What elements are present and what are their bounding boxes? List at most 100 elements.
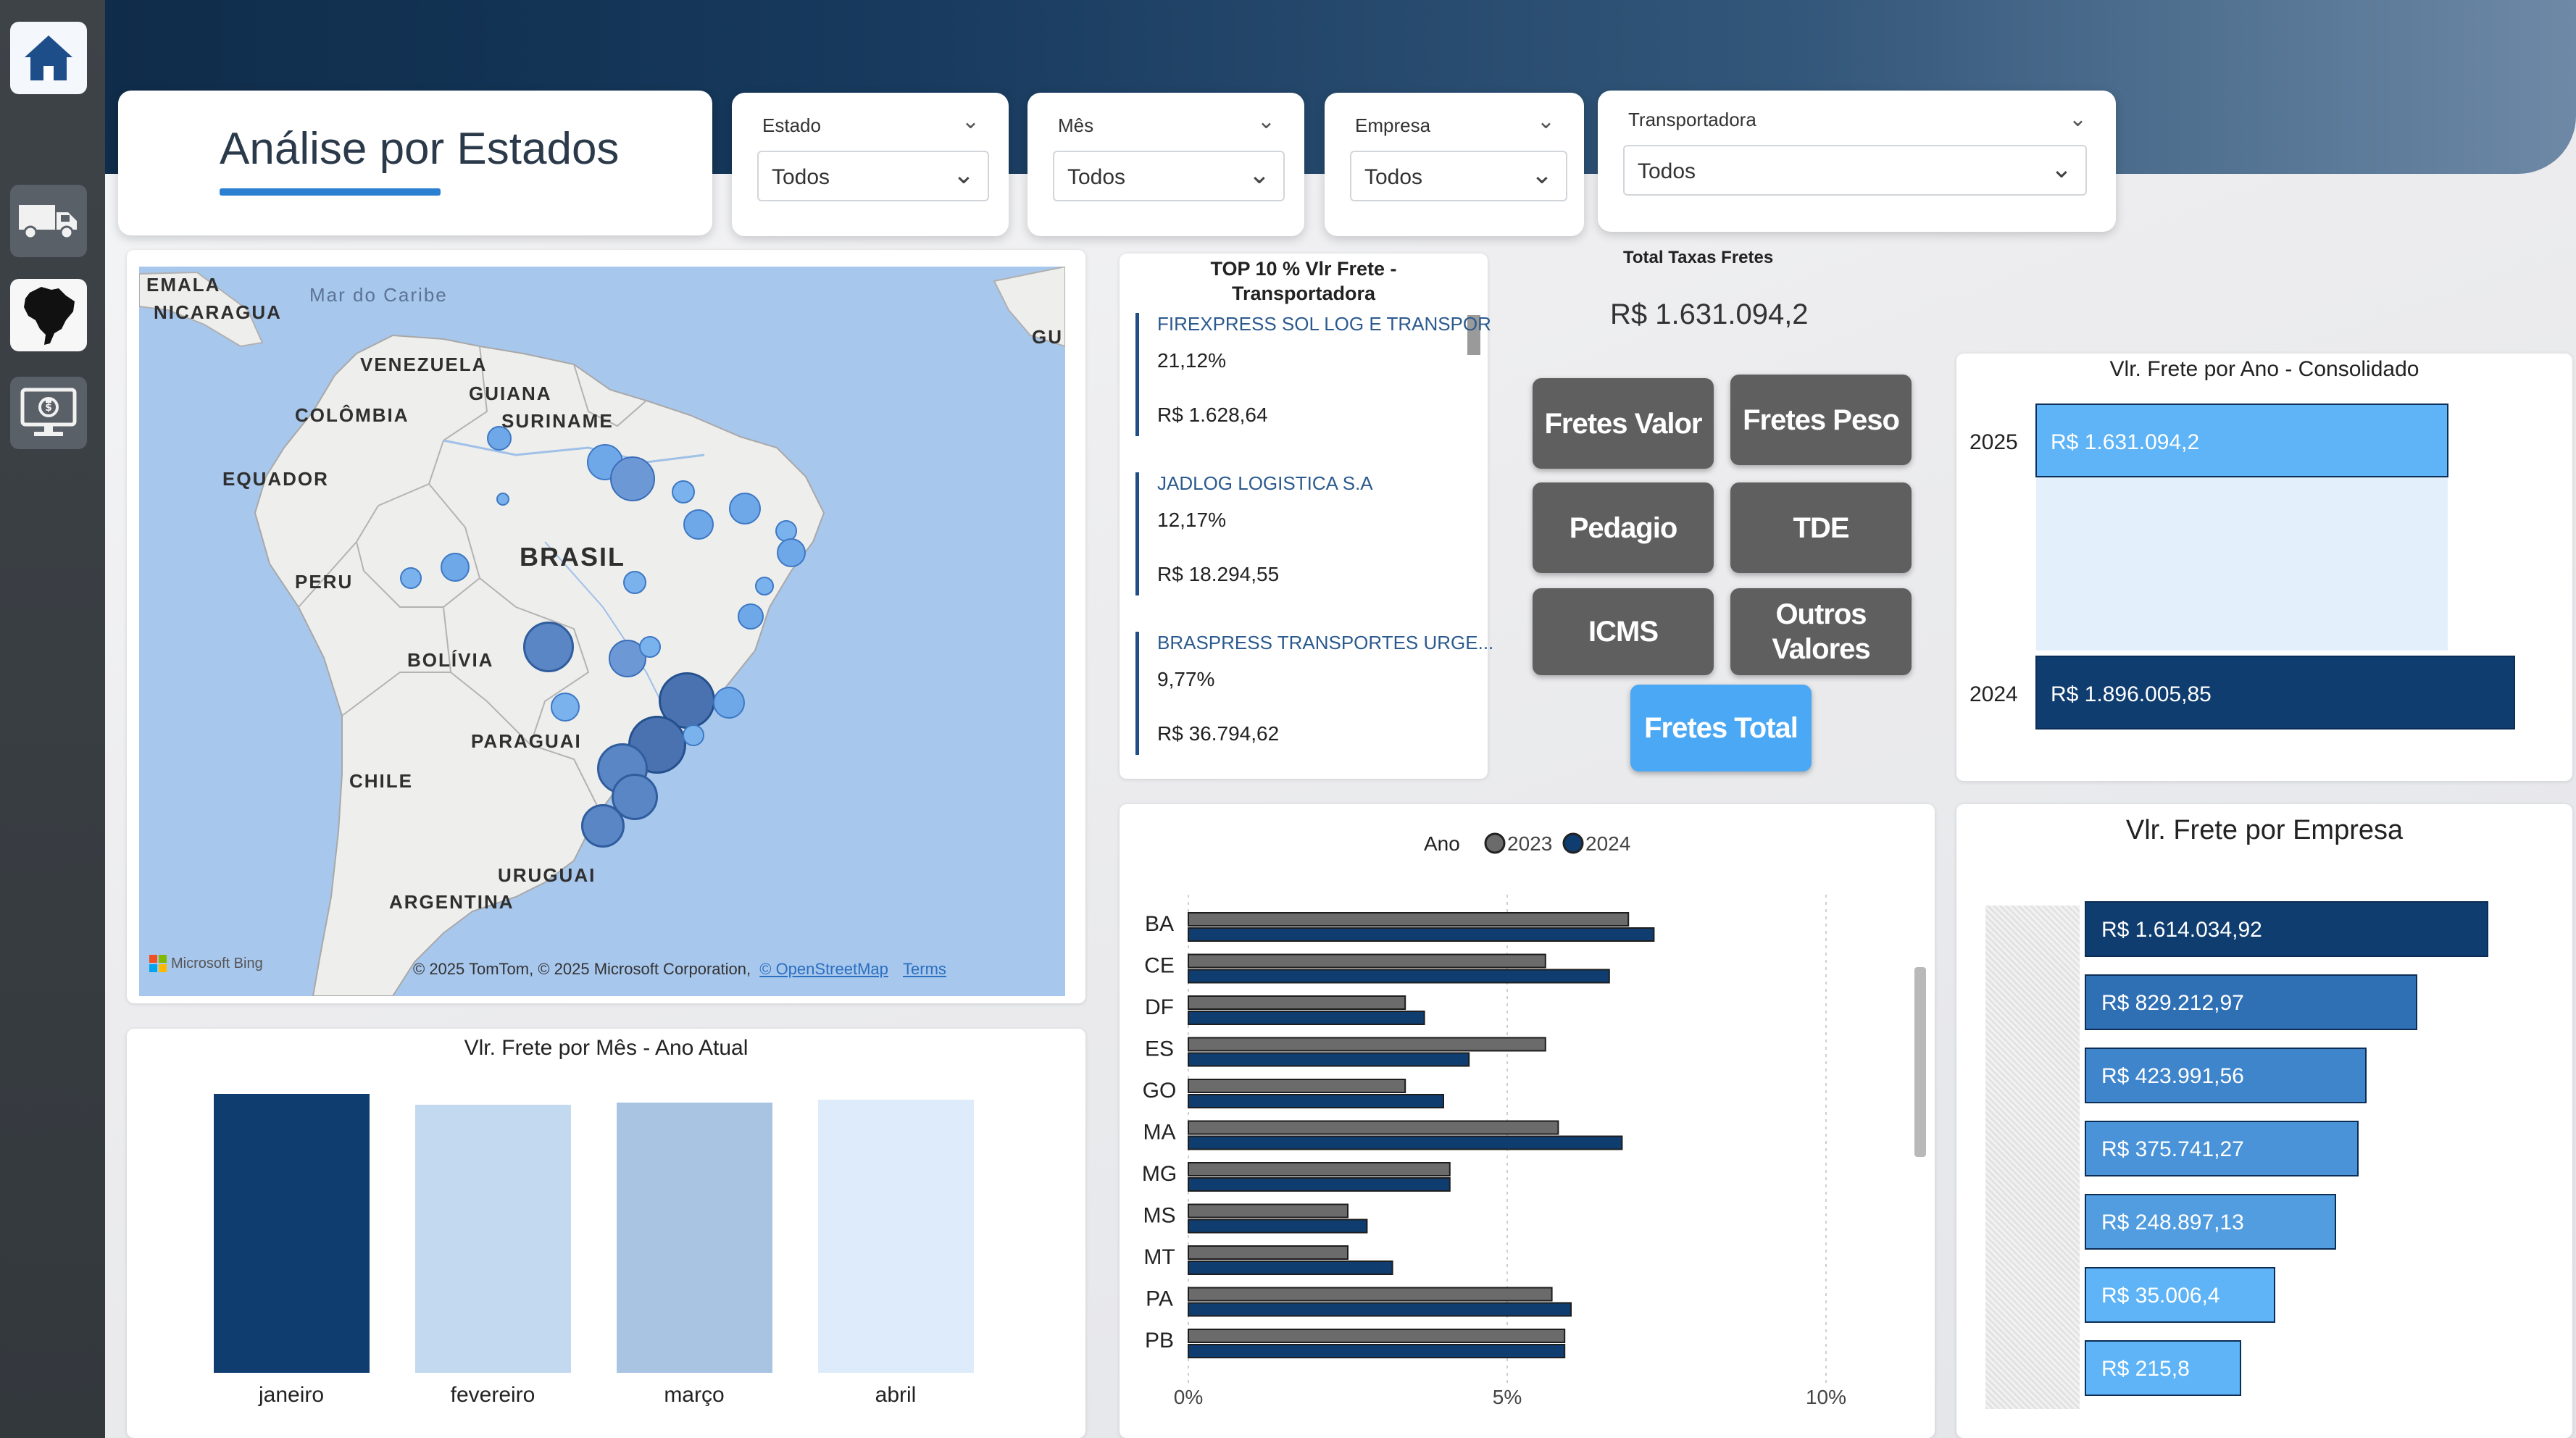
map-bubble[interactable] <box>738 603 764 630</box>
map-bubble[interactable] <box>610 456 655 501</box>
bar <box>214 1094 370 1373</box>
home-button[interactable] <box>10 22 87 94</box>
category-label: BA <box>1145 912 1174 936</box>
slicer-transportadora[interactable]: Transportadora ⌄ Todos ⌄ <box>1598 91 2116 232</box>
title-line: TOP 10 % Vlr Frete - <box>1210 258 1397 280</box>
states-page-button[interactable] <box>10 279 87 351</box>
reports-page-button[interactable]: $ <box>10 377 87 449</box>
map-bubble[interactable] <box>639 636 661 658</box>
frete-empresa-chart[interactable]: R$ 1.614.034,92 R$ 829.212,97 R$ 423.991,5… <box>1956 804 2572 1438</box>
chevron-down-icon: ⌄ <box>1248 159 1270 189</box>
scrollbar-thumb[interactable] <box>1914 967 1926 1157</box>
bar <box>1188 1162 1451 1176</box>
slicer-label: Transportadora <box>1628 109 1756 130</box>
chevron-down-icon[interactable]: ⌄ <box>1536 109 1555 133</box>
data-label: R$ 1.896.005,85 <box>2051 682 2212 706</box>
bar <box>415 1105 571 1373</box>
map-bubble[interactable] <box>496 493 509 506</box>
map-bubble[interactable] <box>729 493 761 524</box>
chevron-down-icon[interactable]: ⌄ <box>961 109 980 133</box>
slicer-empresa[interactable]: Empresa ⌄ Todos ⌄ <box>1325 93 1584 236</box>
map-bubble[interactable] <box>581 804 625 848</box>
chevron-down-icon: ⌄ <box>1530 159 1553 189</box>
fretes-peso-button[interactable]: Fretes Peso <box>1730 375 1912 465</box>
bubble-map[interactable]: EMALA NICARAGUA Mar do Caribe VENEZUELA … <box>139 267 1065 996</box>
map-bubble[interactable] <box>713 687 745 719</box>
data-label: R$ 248.897,13 <box>2101 1211 2244 1234</box>
bar <box>617 1103 772 1373</box>
transportadora-pct: 21,12% <box>1157 349 1226 372</box>
map-bubble[interactable] <box>672 480 695 503</box>
bar <box>1188 1245 1349 1260</box>
transportadora-name: FIREXPRESS SOL LOG E TRANSPOR <box>1157 313 1491 335</box>
bar <box>1188 1011 1425 1025</box>
transportadora-name: BRASPRESS TRANSPORTES URGE... <box>1157 632 1494 653</box>
fretes-valor-button[interactable]: Fretes Valor <box>1533 378 1714 469</box>
slicer-estado[interactable]: Estado ⌄ Todos ⌄ <box>732 93 1009 236</box>
slicer-value: Todos <box>1067 165 1126 189</box>
category-label: 2025 <box>1969 430 2018 454</box>
map-label: VENEZUELA <box>360 354 488 375</box>
map-bubble[interactable] <box>623 571 646 594</box>
map-bubble[interactable] <box>551 693 580 722</box>
slicer-value: Todos <box>1364 165 1423 189</box>
terms-link[interactable]: Terms <box>903 960 946 978</box>
frete-mes-chart[interactable]: janeiro fevereiro março abril <box>127 1069 1085 1438</box>
tick-label: 10% <box>1806 1386 1846 1408</box>
scrollbar-thumb[interactable] <box>1467 315 1480 355</box>
legend-marker <box>1562 832 1584 854</box>
map-bubble[interactable] <box>400 567 422 589</box>
map-label: URUGUAI <box>498 864 596 886</box>
bar <box>1188 1302 1572 1317</box>
map-bubble[interactable] <box>487 426 512 451</box>
bar <box>1188 1218 1368 1234</box>
icms-button[interactable]: ICMS <box>1533 588 1714 675</box>
bar <box>2085 1340 2241 1396</box>
slicer-dropdown[interactable]: Todos ⌄ <box>1053 151 1285 201</box>
bar <box>2035 404 2448 477</box>
transportadora-value: R$ 36.794,62 <box>1157 722 1280 745</box>
home-icon <box>25 35 72 80</box>
title-line: Transportadora <box>1231 283 1376 304</box>
slicer-dropdown[interactable]: Todos ⌄ <box>757 151 989 201</box>
map-label: BRASIL <box>520 542 625 572</box>
bar <box>1188 953 1546 969</box>
bar <box>2085 1194 2336 1250</box>
bar <box>1188 1344 1566 1358</box>
map-bubble[interactable] <box>441 553 470 582</box>
slicer-label: Mês <box>1058 114 1094 136</box>
tde-button[interactable]: TDE <box>1730 482 1912 573</box>
chevron-down-icon[interactable]: ⌄ <box>2068 107 2087 131</box>
chevron-down-icon[interactable]: ⌄ <box>1256 109 1275 133</box>
frete-ano-panel: Vlr. Frete por Ano - Consolidado 2025 R$ … <box>1956 354 2572 781</box>
total-taxas-value: R$ 1.631.094,2 <box>1610 298 1809 330</box>
map-bubble[interactable] <box>683 509 714 540</box>
category-label: PB <box>1145 1329 1174 1353</box>
category-label: MT <box>1143 1245 1175 1269</box>
slicer-dropdown[interactable]: Todos ⌄ <box>1350 151 1567 201</box>
map-bubble[interactable] <box>777 538 806 567</box>
category-label: 2024 <box>1969 682 2018 706</box>
slicer-label: Estado <box>762 114 821 136</box>
frete-empresa-panel: Vlr. Frete por Empresa R$ 1.614.034,92 R$… <box>1956 804 2572 1438</box>
slicer-mes[interactable]: Mês ⌄ Todos ⌄ <box>1028 93 1304 236</box>
bing-label: Microsoft Bing <box>171 955 263 971</box>
bar <box>1188 1203 1349 1218</box>
frete-mes-title: Vlr. Frete por Mês - Ano Atual <box>464 1036 749 1060</box>
pedagio-button[interactable]: Pedagio <box>1533 482 1714 573</box>
transport-page-button[interactable] <box>10 185 87 257</box>
map-bubble[interactable] <box>755 577 774 595</box>
map-bubble[interactable] <box>523 622 574 672</box>
transportadora-name: JADLOG LOGISTICA S.A <box>1157 472 1373 494</box>
outros-valores-button[interactable]: Outros Valores <box>1730 588 1912 675</box>
truck-icon <box>19 205 77 240</box>
osm-link[interactable]: © OpenStreetMap <box>759 960 888 978</box>
fretes-total-button[interactable]: Fretes Total <box>1630 685 1812 772</box>
top-transportadora-panel: TOP 10 % Vlr Frete - Transportadora FIRE… <box>1120 254 1493 779</box>
frete-estado-chart[interactable]: Ano 2023 2024 0% 5% 10% BA CE DF ES GO MA MG MS MT PA PB <box>1120 804 1935 1438</box>
bar <box>1188 1037 1546 1052</box>
slicer-dropdown[interactable]: Todos ⌄ <box>1623 145 2087 196</box>
frete-ano-chart[interactable]: 2025 R$ 1.631.094,2 2024 R$ 1.896.005,85 <box>1956 383 2572 774</box>
bar <box>1188 1079 1406 1093</box>
map-bubble[interactable] <box>683 724 704 746</box>
